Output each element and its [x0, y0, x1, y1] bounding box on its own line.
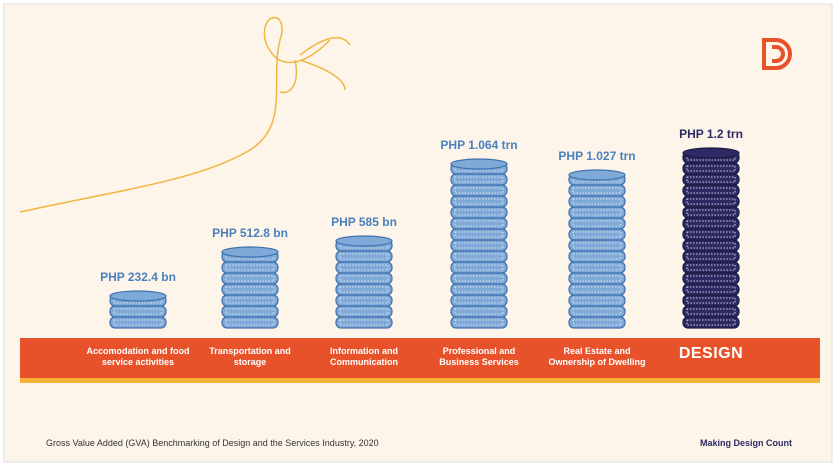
coin [683, 295, 739, 306]
chart: PHP 232.4 bn PHP 512.8 bn PHP 585 bn PHP 1.… [0, 0, 836, 466]
band-stripe [20, 378, 820, 383]
coin-stack [110, 291, 166, 328]
coin [569, 317, 625, 328]
value-label: PHP 1.027 trn [558, 149, 635, 163]
category-label: Information and Communication [309, 346, 419, 368]
value-label: PHP 1.2 trn [679, 127, 743, 141]
coin [451, 306, 507, 317]
coin [683, 284, 739, 295]
coin-stack [222, 247, 278, 328]
coin [451, 240, 507, 251]
coin [683, 185, 739, 196]
coin-stack [336, 236, 392, 328]
coin [336, 306, 392, 317]
coin-top [110, 291, 166, 301]
coin [222, 273, 278, 284]
coin [451, 317, 507, 328]
coin [451, 251, 507, 262]
coin [569, 196, 625, 207]
value-label: PHP 585 bn [331, 215, 397, 229]
coin [451, 196, 507, 207]
coin [683, 207, 739, 218]
coin [683, 273, 739, 284]
coin-top [222, 247, 278, 257]
coin [222, 284, 278, 295]
coin [451, 174, 507, 185]
coin [569, 218, 625, 229]
coin [336, 317, 392, 328]
coin [683, 174, 739, 185]
coin-top [569, 170, 625, 180]
coin [569, 284, 625, 295]
coin [110, 306, 166, 317]
value-label: PHP 512.8 bn [212, 226, 288, 240]
coin [683, 251, 739, 262]
coin [683, 262, 739, 273]
coin [683, 163, 739, 174]
coin [336, 284, 392, 295]
coin [683, 218, 739, 229]
coin [222, 306, 278, 317]
coin [683, 240, 739, 251]
category-label: Real Estate and Ownership of Dwelling [542, 346, 652, 368]
category-label: Professional and Business Services [424, 346, 534, 368]
coin [451, 185, 507, 196]
category-label: Transportation and storage [195, 346, 305, 368]
coin [683, 196, 739, 207]
coin-top [683, 148, 739, 158]
coin [110, 317, 166, 328]
coin [569, 207, 625, 218]
coin [222, 262, 278, 273]
coin [336, 273, 392, 284]
coin-top [451, 159, 507, 169]
slide: PHP 232.4 bn PHP 512.8 bn PHP 585 bn PHP 1.… [0, 0, 836, 466]
source-note: Gross Value Added (GVA) Benchmarking of … [46, 438, 379, 448]
coin [683, 317, 739, 328]
coin [451, 284, 507, 295]
coin [683, 306, 739, 317]
coin [569, 306, 625, 317]
coin-stack [569, 170, 625, 328]
coin [451, 218, 507, 229]
coin [569, 273, 625, 284]
coin-top [336, 236, 392, 246]
coin [569, 185, 625, 196]
coin [451, 262, 507, 273]
coin [336, 262, 392, 273]
category-label: DESIGN [656, 348, 766, 359]
coin-stack [683, 148, 739, 328]
coin [569, 229, 625, 240]
coin [569, 295, 625, 306]
category-label: Accomodation and food service activities [83, 346, 193, 368]
coin [451, 295, 507, 306]
value-label: PHP 1.064 trn [440, 138, 517, 152]
coin [451, 229, 507, 240]
tagline: Making Design Count [700, 438, 792, 448]
coin [569, 262, 625, 273]
coin [683, 229, 739, 240]
coin [569, 251, 625, 262]
coin-stack [451, 159, 507, 328]
coin [222, 317, 278, 328]
coin [569, 240, 625, 251]
coin [336, 251, 392, 262]
value-label: PHP 232.4 bn [100, 270, 176, 284]
coin [336, 295, 392, 306]
coin [451, 207, 507, 218]
coin [222, 295, 278, 306]
coin [451, 273, 507, 284]
